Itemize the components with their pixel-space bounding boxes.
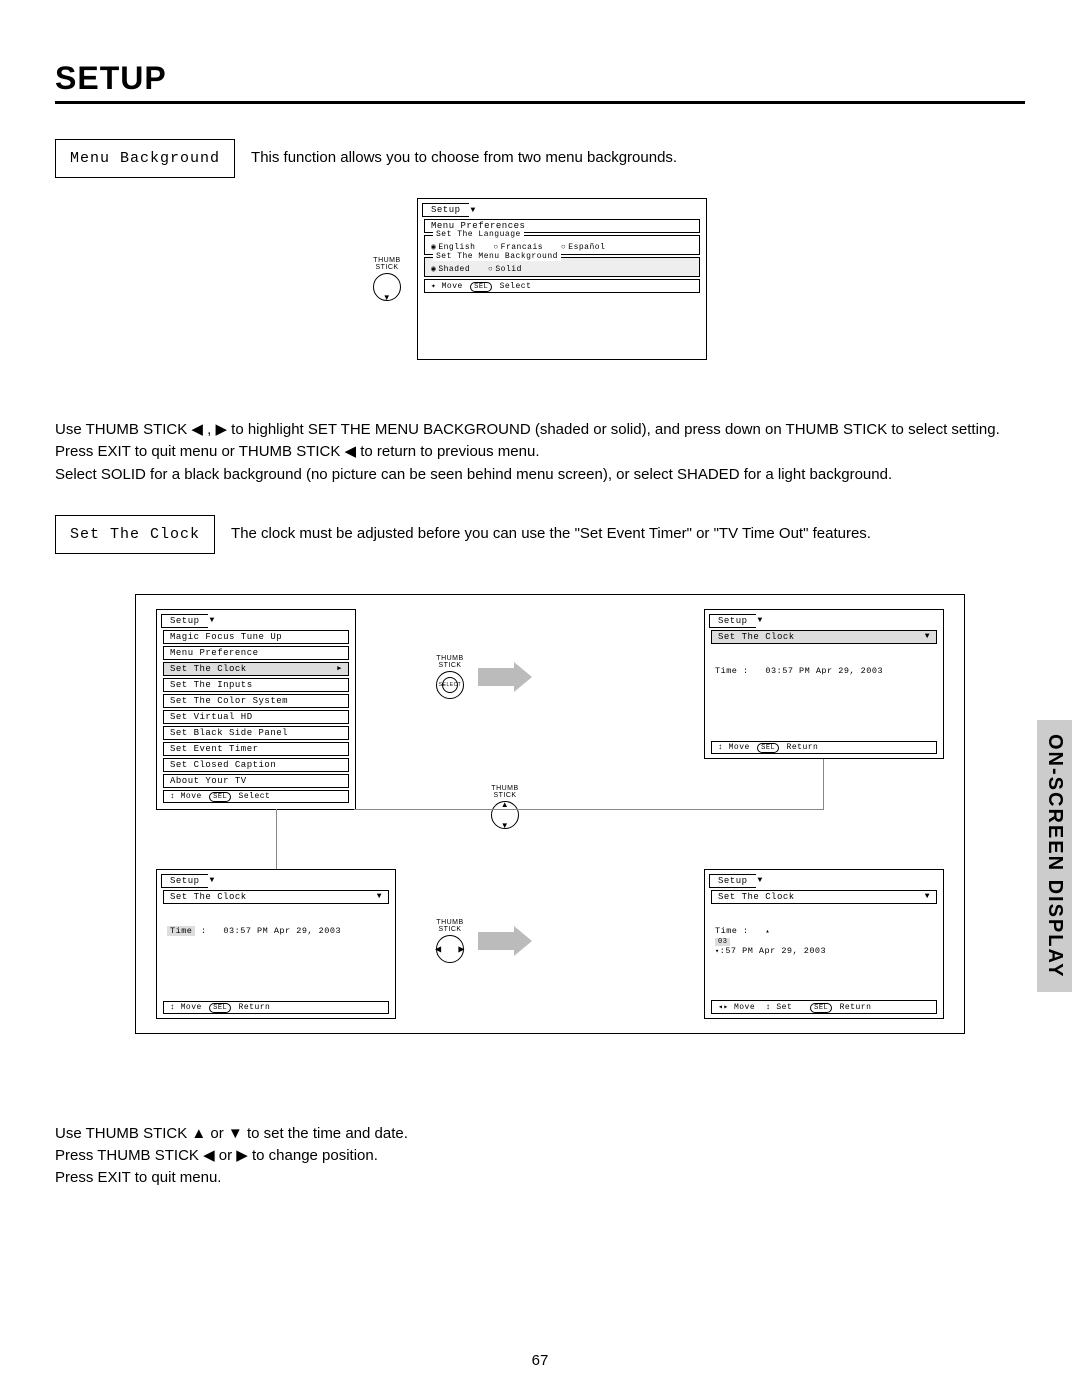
flowline — [276, 809, 277, 869]
side-tab: ON-SCREEN DISPLAY — [1037, 720, 1072, 992]
-: Move — [181, 1003, 202, 1012]
setup-menu-item[interactable]: Set The Inputs — [163, 678, 349, 692]
instr-line: Press THUMB STICK ◀ or ▶ to change posit… — [55, 1146, 1025, 1166]
osd-header: Set The Clock▼ — [711, 890, 937, 904]
arrow-icon — [478, 932, 514, 950]
arrow-icon — [478, 668, 514, 686]
osd-hint: ↕ Move SEL Return — [711, 741, 937, 754]
setup-menu-item[interactable]: Set Black Side Panel — [163, 726, 349, 740]
header-text: Set The Clock — [718, 632, 795, 642]
set-clock-label: Set The Clock — [55, 515, 215, 554]
hint-return: Return — [787, 743, 819, 752]
time-value: 03:57 PM Apr 29, 2003 — [223, 926, 341, 936]
radio-shaded[interactable]: Shaded — [431, 264, 470, 274]
hint-set: Set — [776, 1003, 792, 1012]
instr-line: Press EXIT to quit menu or THUMB STICK ◀… — [55, 442, 1025, 462]
time-display: Time : ▴03▾:57 PM Apr 29, 2003 — [709, 906, 939, 986]
menu-background-label: Menu Background — [55, 139, 235, 178]
osd-clock-1: Setup▼ Set The Clock▼ Time : 03:57 PM Ap… — [704, 609, 944, 759]
setup-menu-item[interactable]: Menu Preference — [163, 646, 349, 660]
setup-menu-item[interactable]: Set Event Timer — [163, 742, 349, 756]
sel-badge: SEL — [810, 1003, 832, 1013]
osd-tab: Setup — [709, 874, 756, 888]
thumbstick-icon: THUMBSTICK ▼ — [373, 257, 401, 301]
instructions-1: Use THUMB STICK ◀ , ▶ to highlight SET T… — [55, 420, 1025, 485]
setup-menu-item[interactable]: About Your TV — [163, 774, 349, 788]
osd-hint: ↕ Move SEL Select — [163, 790, 349, 803]
setup-menu-item[interactable]: Set The Color System — [163, 694, 349, 708]
header-text: Set The Clock — [170, 892, 247, 902]
page-title: SETUP — [55, 60, 1025, 97]
time-display: Time : 03:57 PM Apr 29, 2003 — [709, 646, 939, 706]
sel-badge: SEL — [470, 282, 492, 292]
hint-return: Return — [239, 1003, 271, 1012]
radio-francais[interactable]: Francais — [493, 243, 543, 252]
hint-move: Move — [181, 792, 202, 801]
setup-menu-item[interactable]: Set Closed Caption — [163, 758, 349, 772]
osd-menu-preferences: Setup▼ Menu Preferences Set The Language… — [417, 198, 707, 360]
flow-step-1: THUMBSTICK SELECT — [436, 655, 514, 699]
osd-background-group: Set The Menu Background Shaded Solid — [424, 257, 700, 277]
hint-return: Return — [840, 1003, 872, 1012]
time-label: Time — [715, 666, 737, 676]
time-value: 03:57 PM Apr 29, 2003 — [765, 666, 883, 676]
thumbstick-select-icon: THUMBSTICK SELECT — [436, 655, 464, 699]
osd-header: Set The Clock▼ — [163, 890, 389, 904]
radio-espanol[interactable]: Español — [561, 243, 605, 252]
header-text: Set The Clock — [718, 892, 795, 902]
sel-badge: SEL — [209, 792, 231, 802]
osd-header: Set The Clock▼ — [711, 630, 937, 644]
instr-line: Use THUMB STICK ▲ or ▼ to set the time a… — [55, 1124, 1025, 1144]
osd-clock-2: Setup▼ Set The Clock▼ Time : 03:57 PM Ap… — [156, 869, 396, 1019]
menu-background-desc: This function allows you to choose from … — [251, 139, 677, 166]
instructions-2: Use THUMB STICK ▲ or ▼ to set the time a… — [55, 1124, 1025, 1189]
setup-menu-item[interactable]: Magic Focus Tune Up — [163, 630, 349, 644]
group-legend: Set The Menu Background — [433, 252, 561, 261]
sel-badge: SEL — [757, 743, 779, 753]
instr-line: Select SOLID for a black background (no … — [55, 465, 1025, 485]
osd-tab: Setup — [422, 203, 469, 217]
flowline — [354, 809, 824, 810]
instr-line: Use THUMB STICK ◀ , ▶ to highlight SET T… — [55, 420, 1025, 440]
osd-hint: ✦ Move SEL Select — [424, 279, 700, 293]
title-rule — [55, 101, 1025, 104]
hint-move: Move — [734, 1003, 755, 1012]
time-label-hl: Time — [167, 926, 195, 936]
time-label: Time — [715, 926, 737, 936]
sel-badge: SEL — [209, 1003, 231, 1013]
setup-menu-item[interactable]: Set The Clock▶ — [163, 662, 349, 676]
thumbstick-leftright-icon: THUMBSTICK ◀▶ — [436, 919, 464, 963]
osd-tab: Setup — [161, 614, 208, 628]
instr-line: Press EXIT to quit menu. — [55, 1168, 1025, 1188]
flowline — [823, 759, 824, 809]
set-clock-desc: The clock must be adjusted before you ca… — [231, 515, 871, 542]
page-number: 67 — [532, 1352, 549, 1369]
osd-tab: Setup — [161, 874, 208, 888]
hint-move: Move — [442, 282, 463, 291]
group-legend: Set The Language — [433, 230, 524, 239]
setup-menu-item[interactable]: Set Virtual HD — [163, 710, 349, 724]
osd-setup-list: Setup▼ Magic Focus Tune UpMenu Preferenc… — [156, 609, 356, 810]
osd-hint: ◂▸ Move ↕ Set SEL Return — [711, 1000, 937, 1014]
osd-tab: Setup — [709, 614, 756, 628]
radio-english[interactable]: English — [431, 242, 475, 252]
radio-solid[interactable]: Solid — [488, 265, 522, 274]
flow-step-2: THUMBSTICK ◀▶ — [436, 919, 514, 963]
hint-move: Move — [729, 743, 750, 752]
hint-select: Select — [500, 282, 532, 291]
osd-clock-3: Setup▼ Set The Clock▼ Time : ▴03▾:57 PM … — [704, 869, 944, 1019]
time-display: Time : 03:57 PM Apr 29, 2003 — [161, 906, 391, 966]
clock-flow-diagram: Setup▼ Magic Focus Tune UpMenu Preferenc… — [135, 594, 965, 1034]
osd-hint: ↕ Move SEL Return — [163, 1001, 389, 1014]
hint-select: Select — [239, 792, 271, 801]
thumbstick-updown-icon: THUMBSTICK ▲▼ — [491, 785, 519, 829]
